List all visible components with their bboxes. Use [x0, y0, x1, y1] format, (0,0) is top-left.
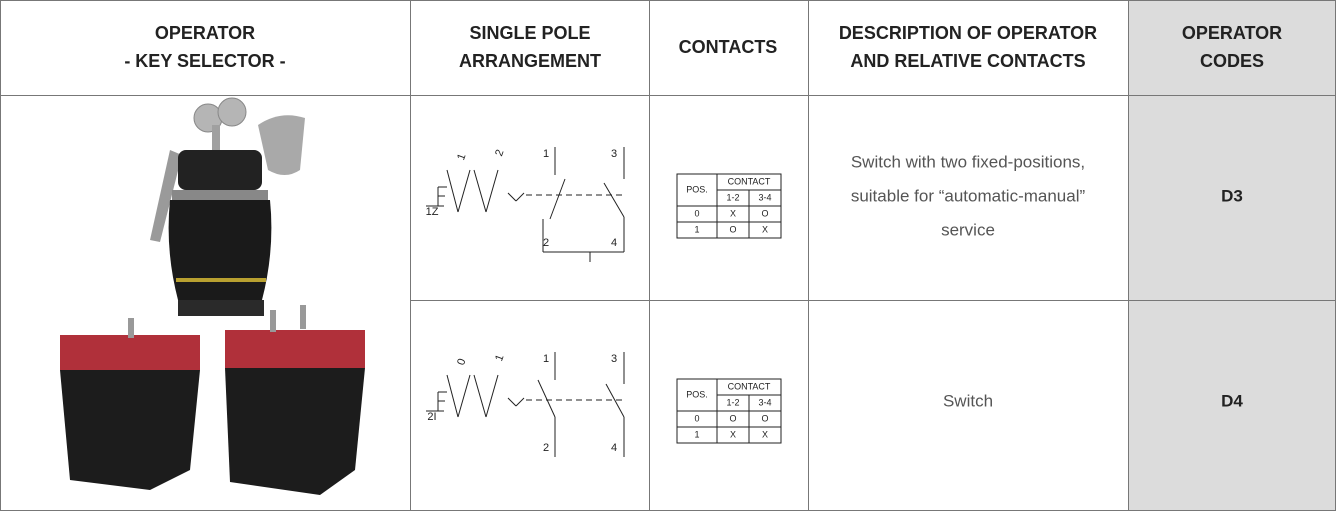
position-label: 1 — [455, 152, 468, 162]
terminal-label: 1 — [543, 148, 549, 160]
arrangement-code: 1Z — [426, 206, 439, 218]
state-cell: X — [730, 208, 736, 218]
terminal-label: 4 — [611, 442, 617, 454]
state-cell: 1 — [694, 224, 699, 234]
arrangement-code: 2I — [427, 411, 436, 423]
terminal-label: 4 — [611, 237, 617, 249]
state-cell: O — [729, 224, 736, 234]
state-cell: O — [761, 413, 768, 423]
contact-header: CONTACT — [728, 381, 771, 391]
header-text: OPERATOR — [155, 23, 255, 43]
pair-label: 3-4 — [758, 192, 771, 202]
diagram-line — [515, 397, 525, 407]
header-text: DESCRIPTION OF OPERATOR — [839, 23, 1097, 43]
product-image — [60, 97, 365, 495]
description: Switch — [943, 391, 993, 410]
header-text: ARRANGEMENT — [459, 51, 601, 71]
diagram-line — [507, 397, 517, 407]
state-cell: X — [730, 429, 736, 439]
terminal-label: 2 — [543, 442, 549, 454]
pos-header: POS. — [686, 389, 708, 399]
state-cell: X — [762, 429, 768, 439]
diagram-line — [473, 169, 487, 213]
pair-label: 3-4 — [758, 397, 771, 407]
state-cell: O — [729, 413, 736, 423]
terminal-label: 3 — [611, 353, 617, 365]
terminal-label: 3 — [611, 148, 617, 160]
description: suitable for “automatic-manual” — [851, 186, 1086, 205]
pos-header: POS. — [686, 184, 708, 194]
pair-label: 1-2 — [726, 397, 739, 407]
diagram-line — [507, 192, 517, 202]
diagram-line — [549, 178, 566, 220]
state-cell: 1 — [694, 429, 699, 439]
header-text: OPERATOR — [1182, 23, 1282, 43]
diagram-line — [446, 374, 459, 418]
diagram-line — [446, 169, 459, 213]
contact-header: CONTACT — [728, 176, 771, 186]
header-text: CONTACTS — [679, 37, 778, 57]
position-label: 0 — [455, 357, 468, 367]
code-column-bg — [1128, 0, 1336, 511]
diagram-line — [457, 374, 471, 418]
pair-label: 1-2 — [726, 192, 739, 202]
header-text: AND RELATIVE CONTACTS — [850, 51, 1085, 71]
diagram-line — [457, 169, 471, 213]
diagram-line — [473, 374, 487, 418]
terminal-label: 2 — [543, 237, 549, 249]
header-text: - KEY SELECTOR - — [124, 51, 285, 71]
operator-code: D3 — [1221, 186, 1243, 205]
diagram-line — [537, 379, 556, 418]
state-cell: 0 — [694, 413, 699, 423]
state-cell: 0 — [694, 208, 699, 218]
diagram-line — [603, 182, 625, 218]
state-cell: X — [762, 224, 768, 234]
description: service — [941, 220, 995, 239]
operator-code: D4 — [1221, 391, 1243, 410]
position-label: 1 — [493, 353, 506, 363]
state-cell: O — [761, 208, 768, 218]
header-text: CODES — [1200, 51, 1264, 71]
header-text: SINGLE POLE — [469, 23, 590, 43]
diagram-line — [485, 169, 499, 213]
terminal-label: 1 — [543, 353, 549, 365]
diagram-line — [605, 383, 625, 418]
description: Switch with two fixed-positions, — [851, 152, 1085, 171]
diagram-line — [515, 192, 525, 202]
diagram-line — [485, 374, 499, 418]
position-label: 2 — [493, 148, 506, 158]
